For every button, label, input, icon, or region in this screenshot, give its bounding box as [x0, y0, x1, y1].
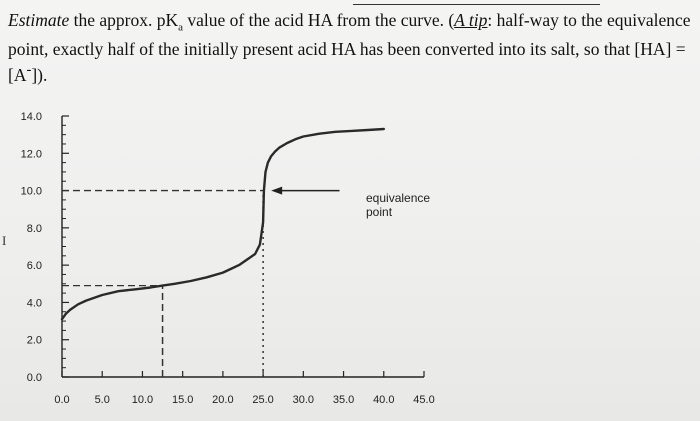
titration-curve-line	[60, 127, 385, 321]
question-part5: ]).	[31, 64, 48, 85]
x-tick-label: 5.0	[95, 394, 110, 406]
y-tick-label: 0.0	[27, 372, 42, 384]
x-tick-label: 45.0	[413, 394, 434, 406]
x-tick-label: 30.0	[293, 394, 314, 406]
question-estimate: Estimate	[8, 10, 70, 30]
annotation-point: point	[366, 205, 393, 219]
x-tick-label: 15.0	[172, 394, 193, 406]
x-tick-label: 0.0	[54, 394, 69, 406]
annotation-equivalence: equivalence	[366, 191, 430, 205]
annotation-group: equivalence point	[366, 191, 430, 219]
x-tick-label: 25.0	[252, 394, 273, 406]
question-text: Estimate the approx. pKa value of the ac…	[8, 10, 692, 85]
question-part3: value of the acid HA from the curve. (	[183, 10, 455, 30]
question-tip: A tip	[454, 10, 488, 30]
question-part4: : half-way to the equivalence point, exa…	[8, 10, 691, 85]
x-tick-label: 35.0	[333, 394, 354, 406]
y-tick-label: 12.0	[21, 148, 42, 160]
side-mark: I	[2, 233, 7, 248]
y-tick-label: 6.0	[27, 260, 42, 272]
question-pka-sub: a	[178, 21, 184, 34]
y-tick-label: 2.0	[27, 335, 42, 347]
x-tick-label: 10.0	[132, 394, 153, 406]
chart-axes: 0.0 2.0 4.0 6.0 8.0 10.0 12.0 14.0 0.0 5.0 10.0 15.…	[21, 111, 435, 406]
x-tick-label: 40.0	[373, 394, 394, 406]
reference-lines	[62, 186, 340, 377]
arrow-head-icon	[271, 186, 283, 195]
y-tick-label: 10.0	[21, 186, 42, 198]
curve-group	[60, 127, 385, 321]
top-rule	[353, 4, 600, 5]
question-part2: the approx. pK	[69, 10, 179, 30]
question-anion-sup: -	[26, 61, 32, 78]
y-tick-label: 14.0	[21, 111, 42, 123]
y-tick-label: 8.0	[27, 223, 42, 235]
x-tick-label: 20.0	[212, 394, 233, 406]
y-tick-label: 4.0	[27, 297, 42, 309]
